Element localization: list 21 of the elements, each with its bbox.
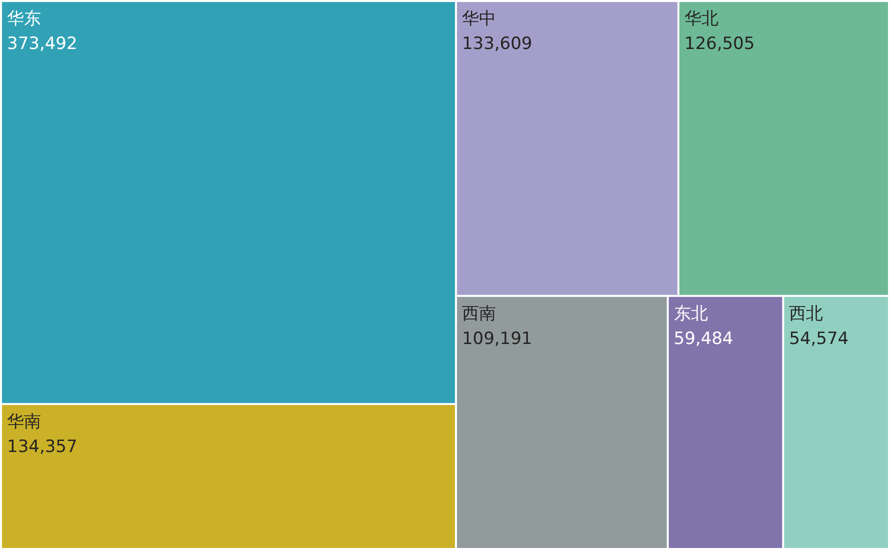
cell: 西南 109,191 (456, 296, 667, 548)
category-label: 华北 (684, 9, 718, 29)
data-label: 109,191 (462, 328, 532, 349)
category-label: 西北 (789, 304, 824, 324)
cell: 华中 133,609 (456, 2, 678, 295)
cell: 华东 373,492 (2, 2, 455, 404)
data-label: 373,492 (7, 34, 78, 54)
category-label: 西南 (462, 304, 496, 324)
cell: 东北 59,484 (668, 296, 782, 548)
category-label: 东北 (674, 304, 708, 324)
data-label: 133,609 (462, 34, 532, 54)
cell: 西北 54,574 (784, 296, 888, 548)
category-label: 华东 (7, 9, 41, 29)
category-label: 华中 (462, 9, 496, 29)
category-label: 华南 (7, 412, 41, 432)
data-label: 134,357 (7, 437, 78, 458)
data-label: 59,484 (674, 328, 734, 349)
cell: 华北 126,505 (679, 2, 888, 295)
cell: 华南 134,357 (2, 405, 455, 548)
data-label: 126,505 (684, 34, 755, 54)
data-label: 54,574 (789, 328, 849, 349)
